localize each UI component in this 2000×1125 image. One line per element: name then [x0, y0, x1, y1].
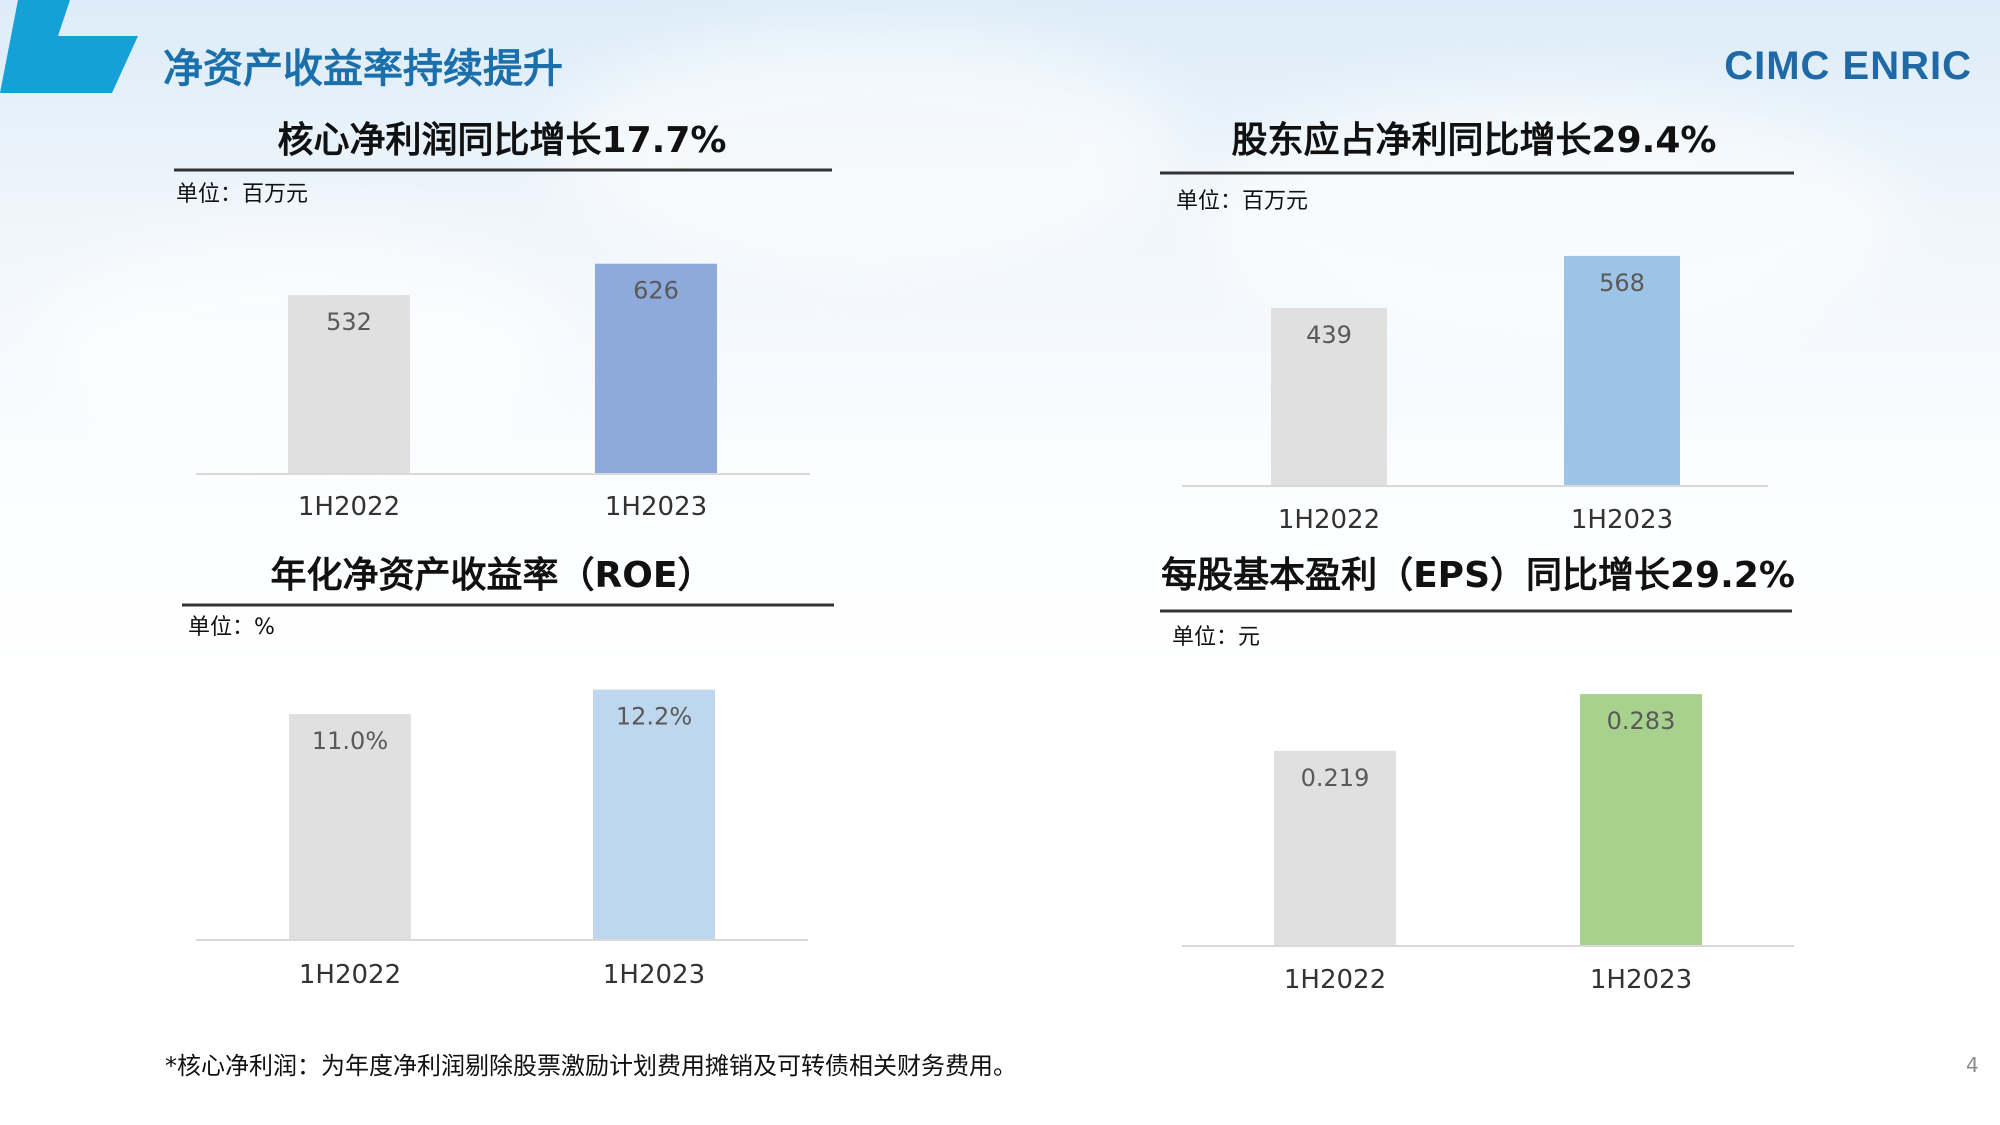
chart-unit: 单位：百万元	[1176, 189, 1308, 214]
data-label: 532	[326, 308, 372, 336]
x-tick-label: 1H2022	[1278, 505, 1380, 535]
page-number: 4	[1966, 1053, 1979, 1077]
bar-1H2023	[1580, 694, 1702, 945]
corner-accent-shape	[0, 0, 138, 93]
chart-core-net-profit: 核心净利润同比增长17.7% 单位：百万元 532 1H2022 626 1H2023	[172, 110, 832, 530]
chart-shareholder-net-profit: 股东应占净利同比增长29.4% 单位：百万元 439 1H2022 568 1H202…	[1160, 110, 1800, 540]
bar-1H2023	[595, 263, 717, 473]
chart-title: 核心净利润同比增长17.7%	[278, 120, 727, 161]
x-tick-label: 1H2023	[603, 960, 705, 990]
bar-1H2022	[288, 295, 410, 473]
chart-title: 年化净资产收益率（ROE）	[271, 555, 714, 596]
data-label: 11.0%	[312, 727, 388, 755]
data-label: 568	[1599, 269, 1645, 297]
x-tick-label: 1H2023	[1590, 965, 1692, 995]
chart-roe: 年化净资产收益率（ROE） 单位：% 11.0% 1H2022 12.2% 1H202…	[182, 545, 842, 995]
x-tick-label: 1H2023	[605, 492, 707, 522]
bar-1H2022	[1274, 750, 1396, 945]
footnote: *核心净利润：为年度净利润剔除股票激励计划费用摊销及可转债相关财务费用。	[165, 1052, 1017, 1080]
bar-1H2023	[593, 689, 715, 939]
chart-title: 股东应占净利同比增长29.4%	[1232, 120, 1717, 161]
bar-1H2022	[1271, 307, 1387, 485]
roe-chart-svg: 年化净资产收益率（ROE） 单位：% 11.0% 1H2022 12.2% 1H202…	[182, 555, 834, 990]
x-tick-label: 1H2022	[298, 492, 400, 522]
chart-unit: 单位：元	[1172, 625, 1260, 650]
data-label: 626	[633, 277, 679, 305]
chart-unit: 单位：百万元	[176, 182, 308, 207]
data-label: 0.219	[1301, 764, 1370, 792]
bar-1H2022	[289, 714, 411, 939]
background-cloud	[1200, 90, 1900, 350]
shareholder-net-profit-chart-svg: 股东应占净利同比增长29.4% 单位：百万元 439 1H2022 568 1H202…	[1160, 120, 1794, 535]
eps-chart-svg: 每股基本盈利（EPS）同比增长29.2% 单位：元 0.219 1H2022 0.2…	[1160, 555, 1795, 995]
x-tick-label: 1H2022	[299, 960, 401, 990]
data-label: 439	[1306, 321, 1352, 349]
page-title: 净资产收益率持续提升	[163, 46, 563, 92]
data-label: 0.283	[1607, 707, 1676, 735]
x-tick-label: 1H2022	[1284, 965, 1386, 995]
chart-unit: 单位：%	[188, 615, 275, 640]
x-tick-label: 1H2023	[1571, 505, 1673, 535]
brand-logo: CIMC ENRIC	[1724, 44, 1972, 88]
core-net-profit-chart-svg: 核心净利润同比增长17.7% 单位：百万元 532 1H2022 626 1H2023	[174, 120, 832, 522]
bar-1H2023	[1564, 255, 1680, 485]
data-label: 12.2%	[616, 703, 692, 731]
chart-eps: 每股基本盈利（EPS）同比增长29.2% 单位：元 0.219 1H2022 0.2…	[1158, 545, 1808, 1005]
chart-title: 每股基本盈利（EPS）同比增长29.2%	[1161, 555, 1795, 596]
background-cloud	[560, 30, 1180, 270]
